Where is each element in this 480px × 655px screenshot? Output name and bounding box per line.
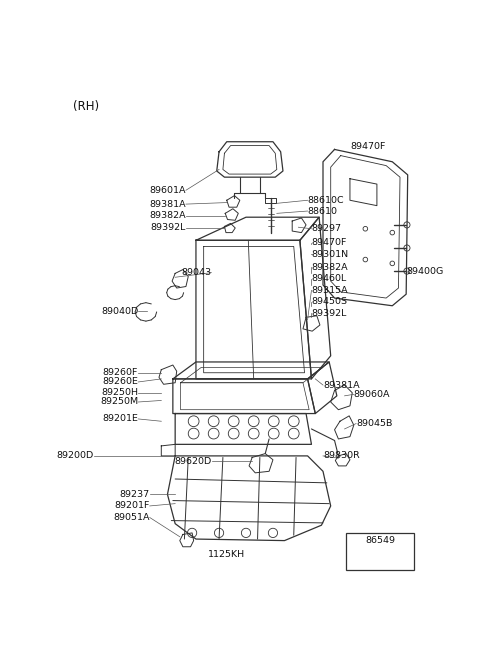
Text: 89201E: 89201E [102, 415, 138, 423]
Text: 89260F: 89260F [103, 368, 138, 377]
Text: 89381A: 89381A [323, 381, 360, 390]
Text: 89200D: 89200D [56, 451, 94, 460]
Text: 89315A: 89315A [312, 286, 348, 295]
Polygon shape [370, 557, 390, 567]
Text: 86549: 86549 [365, 536, 395, 545]
Text: 89450S: 89450S [312, 297, 348, 307]
Text: 89392L: 89392L [151, 223, 186, 233]
Text: 89250M: 89250M [100, 398, 138, 407]
Bar [346, 533, 414, 570]
Text: (RH): (RH) [73, 100, 99, 113]
Text: 89260E: 89260E [102, 377, 138, 386]
Text: 89381A: 89381A [149, 200, 186, 208]
Text: 89470F: 89470F [312, 238, 347, 247]
Text: 89051A: 89051A [113, 513, 150, 522]
Text: 89382A: 89382A [312, 263, 348, 272]
Text: 89237: 89237 [120, 490, 150, 499]
Text: 89301N: 89301N [312, 250, 348, 259]
Text: 1125KH: 1125KH [208, 550, 245, 559]
Text: 89043: 89043 [181, 268, 211, 277]
Text: 89382A: 89382A [149, 211, 186, 220]
Text: 89460L: 89460L [312, 274, 347, 284]
Text: 89830R: 89830R [323, 451, 360, 460]
Text: 89045B: 89045B [356, 419, 393, 428]
Text: 89060A: 89060A [354, 390, 390, 399]
Text: 89620D: 89620D [175, 457, 212, 466]
Text: 89040D: 89040D [101, 307, 138, 316]
Text: 89297: 89297 [312, 224, 341, 233]
Text: 89201F: 89201F [114, 502, 150, 510]
Text: 88610C: 88610C [308, 196, 344, 205]
Text: 88610: 88610 [308, 206, 337, 215]
Text: 89470F: 89470F [350, 142, 385, 151]
Text: 89400G: 89400G [406, 267, 444, 276]
Text: 89392L: 89392L [312, 309, 347, 318]
Text: 89601A: 89601A [149, 186, 186, 195]
Text: 89250H: 89250H [101, 388, 138, 398]
